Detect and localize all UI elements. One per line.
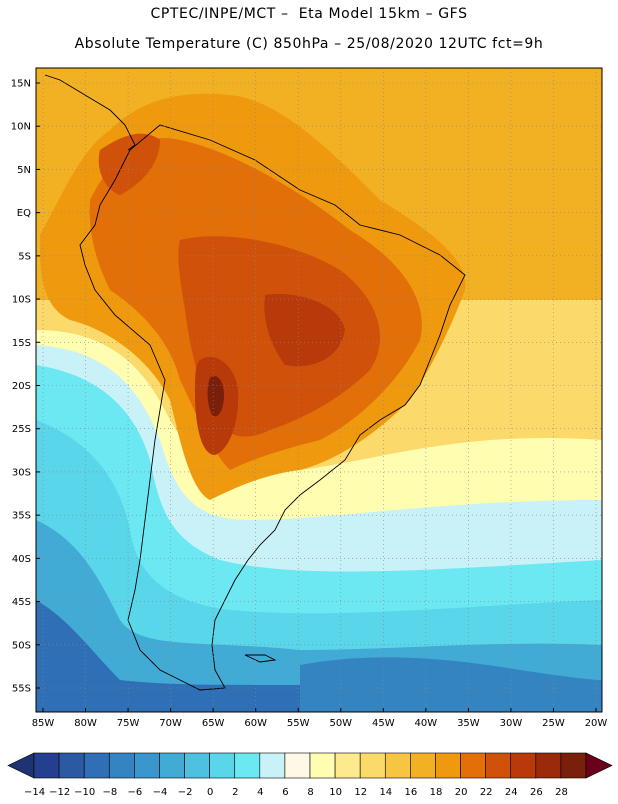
- lat-label: 5S: [18, 251, 31, 262]
- title-line-1: CPTEC/INPE/MCT – Eta Model 15km – GFS: [150, 6, 468, 22]
- lat-label: 20S: [12, 381, 31, 392]
- colorbar: [7, 752, 613, 779]
- colorbar-label: 6: [282, 787, 288, 798]
- lon-label: 50W: [329, 718, 352, 729]
- colorbar-swatch: [134, 752, 160, 779]
- lon-label: 80W: [74, 718, 97, 729]
- colorbar-label: 22: [480, 787, 493, 798]
- colorbar-swatch: [58, 752, 85, 779]
- lon-label: 75W: [117, 718, 140, 729]
- latitude-labels: 15N 10N 5N EQ 5S 10S 15S 20S 25S 30S 35S 40S 45S 50S 5…: [11, 79, 40, 695]
- lat-label: EQ: [17, 208, 31, 219]
- coastlines: [44, 74, 466, 691]
- colorbar-swatch: [184, 752, 210, 779]
- colorbar-label: 12: [354, 787, 367, 798]
- lat-label: 45S: [12, 597, 31, 608]
- lon-label: 55W: [287, 718, 310, 729]
- colorbar-swatch: [209, 752, 236, 779]
- lon-label: 20W: [585, 718, 608, 729]
- title-line-2: Absolute Temperature (C) 850hPa – 25/08/…: [74, 36, 544, 52]
- colorbar-label: 18: [430, 787, 443, 798]
- colorbar-label: −2: [178, 787, 193, 798]
- colorbar-label: 28: [555, 787, 568, 798]
- colorbar-swatch: [284, 752, 311, 779]
- colorbar-swatch: [485, 752, 512, 779]
- colorbar-swatch: [535, 752, 562, 779]
- colorbar-swatch: [410, 752, 436, 779]
- colorbar-label: 24: [505, 787, 518, 798]
- lat-label: 15N: [11, 79, 31, 90]
- colorbar-label: 8: [307, 787, 313, 798]
- lon-label: 45W: [372, 718, 395, 729]
- map-frame: [35, 67, 603, 713]
- lat-label: 55S: [12, 684, 31, 695]
- colorbar-label: −14: [24, 787, 45, 798]
- colorbar-swatch: [83, 752, 110, 779]
- colorbar-label: −6: [128, 787, 143, 798]
- colorbar-swatch: [108, 752, 135, 779]
- colorbar-swatch: [259, 752, 286, 779]
- colorbar-swatch: [334, 752, 361, 779]
- colorbar-label: 2: [232, 787, 238, 798]
- colorbar-label: 14: [379, 787, 392, 798]
- lon-label: 85W: [32, 718, 55, 729]
- colorbar-swatch: [159, 752, 185, 779]
- colorbar-swatch: [384, 752, 411, 779]
- colorbar-label: −4: [153, 787, 168, 798]
- lat-label: 50S: [12, 640, 31, 651]
- colorbar-label: −10: [74, 787, 95, 798]
- colorbar-label: 20: [455, 787, 468, 798]
- lon-label: 30W: [500, 718, 523, 729]
- lat-label: 40S: [12, 554, 31, 565]
- lon-label: 35W: [457, 718, 480, 729]
- lat-label: 15S: [12, 338, 31, 349]
- colorbar-labels: −14 −12 −10 −8 −6 −4 −2 0 2 4 6 8 10 12 14 16 18 20 22 24 26…: [24, 787, 568, 798]
- longitude-labels: 85W 80W 75W 70W 65W 60W 55W 50W 45W 40W 35W 30W 25W 2…: [32, 708, 608, 729]
- lat-label: 10N: [11, 122, 31, 133]
- lon-label: 65W: [202, 718, 225, 729]
- colorbar-label: 16: [405, 787, 418, 798]
- lat-label: 5N: [17, 165, 31, 176]
- colorbar-swatch: [359, 752, 386, 779]
- lon-label: 25W: [542, 718, 565, 729]
- lon-label: 70W: [159, 718, 182, 729]
- colorbar-swatch: [234, 752, 261, 779]
- grid-lines: [36, 68, 602, 712]
- colorbar-arrow-left: [7, 752, 35, 779]
- colorbar-swatch: [309, 752, 336, 779]
- colorbar-swatch: [460, 752, 486, 779]
- colorbar-label: −12: [49, 787, 70, 798]
- temperature-field: [36, 68, 602, 712]
- lon-label: 60W: [244, 718, 267, 729]
- colorbar-arrow-right: [585, 752, 613, 779]
- lat-label: 35S: [12, 511, 31, 522]
- lon-label: 40W: [415, 718, 438, 729]
- lat-label: 25S: [12, 424, 31, 435]
- colorbar-label: 0: [207, 787, 213, 798]
- colorbar-label: −8: [102, 787, 117, 798]
- colorbar-label: 4: [257, 787, 263, 798]
- colorbar-swatch: [560, 752, 587, 779]
- colorbar-label: 10: [329, 787, 342, 798]
- lat-label: 30S: [12, 467, 31, 478]
- colorbar-label: 26: [530, 787, 543, 798]
- lat-label: 10S: [12, 295, 31, 306]
- colorbar-swatch: [33, 752, 60, 779]
- colorbar-swatch: [435, 752, 461, 779]
- colorbar-swatch: [510, 752, 537, 779]
